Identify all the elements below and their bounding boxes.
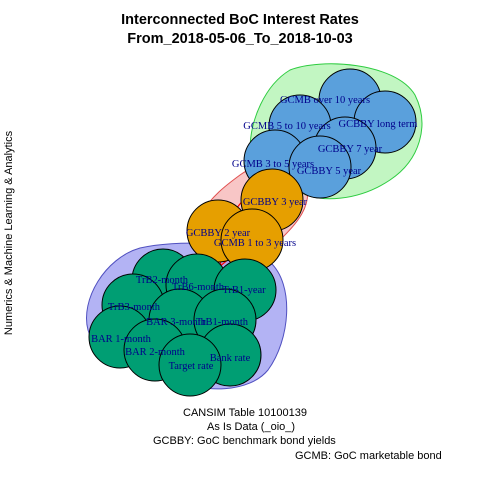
nodes-layer: GCMB over 10 years GCBBY long term GCMB 5 … bbox=[88, 68, 418, 397]
chart-title-line1: Interconnected BoC Interest Rates bbox=[121, 12, 359, 28]
caption-gcbby-definition: GCBBY: GoC benchmark bond yields bbox=[153, 435, 336, 447]
node-label-bank: Bank rate bbox=[210, 353, 251, 364]
node-label-tb3m: TrB3-month bbox=[108, 302, 161, 313]
caption-gcmb-definition: GCMB: GoC marketable bond bbox=[295, 450, 442, 462]
node-label-tb1m: TrB1-month bbox=[196, 317, 249, 328]
node-label-gcbby_7: GCBBY 7 year bbox=[318, 144, 383, 155]
node-label-bar1m: BAR 1-month bbox=[91, 334, 152, 345]
node-label-tb1y: TrB1-year bbox=[222, 285, 266, 296]
node-label-gcbby_long: GCBBY long term bbox=[339, 119, 418, 130]
node-label-tb2m: TrB2-month bbox=[136, 275, 189, 286]
node-label-bar3m: BAR 3-month bbox=[146, 317, 207, 328]
node-gcbby_5 bbox=[288, 135, 352, 199]
node-label-gcbby_2: GCBBY 2 year bbox=[186, 228, 251, 239]
node-label-gcbby_5: GCBBY 5 year bbox=[297, 166, 362, 177]
caption-source: CANSIM Table 10100139 bbox=[183, 407, 307, 419]
node-label-gcmb_1to3: GCMB 1 to 3 years bbox=[214, 238, 296, 249]
chart-title-line2: From_2018-05-06_To_2018-10-03 bbox=[127, 31, 353, 47]
node-label-gcmb_5to10: GCMB 5 to 10 years bbox=[243, 121, 331, 132]
node-label-gcbby_3: GCBBY 3 year bbox=[243, 197, 308, 208]
node-label-bar2m: BAR 2-month bbox=[125, 347, 186, 358]
node-label-tb6m: TrB6-month bbox=[172, 282, 225, 293]
node-target bbox=[158, 333, 222, 397]
node-label-target: Target rate bbox=[169, 361, 214, 372]
caption-data-note: As Is Data (_oio_) bbox=[207, 421, 296, 433]
node-label-gcmb_over10: GCMB over 10 years bbox=[280, 95, 370, 106]
node-label-gcmb_3to5: GCMB 3 to 5 years bbox=[232, 159, 314, 170]
